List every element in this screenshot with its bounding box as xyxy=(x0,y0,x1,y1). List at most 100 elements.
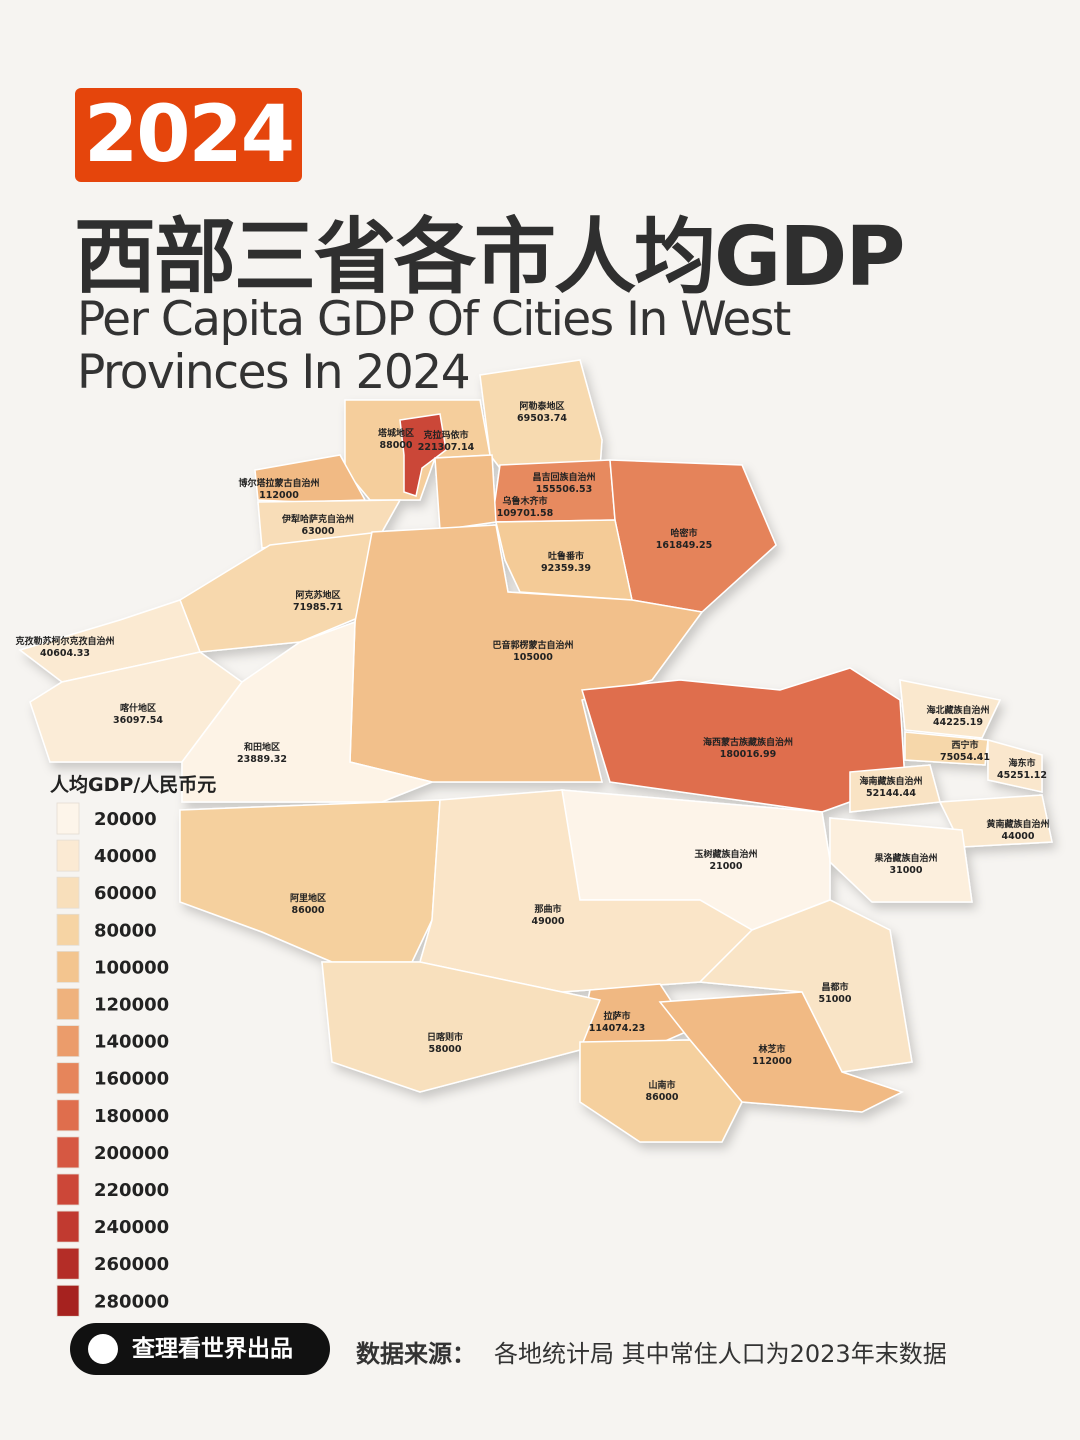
legend-swatch xyxy=(56,839,80,872)
region-value: 58000 xyxy=(428,1044,461,1055)
legend-label: 200000 xyxy=(94,1143,169,1164)
region-value: 105000 xyxy=(513,652,553,663)
region-value: 44000 xyxy=(1001,831,1034,842)
source: 数据来源： 各地统计局 其中常住人口为2023年末数据 xyxy=(356,1334,947,1369)
legend-swatch xyxy=(56,1099,80,1132)
region-value: 49000 xyxy=(531,916,564,927)
legend-label: 280000 xyxy=(94,1291,169,1312)
subtitle: Provinces In 2024 xyxy=(77,345,471,400)
region-value: 92359.39 xyxy=(541,563,591,574)
brand: 查理看世界出品 xyxy=(132,1336,293,1362)
legend-swatch xyxy=(56,1136,80,1169)
legend-swatch xyxy=(56,1247,80,1280)
region-value: 112000 xyxy=(259,490,299,501)
region-value: 69503.74 xyxy=(517,413,567,424)
region xyxy=(899,679,1002,739)
region-name: 喀什地区 xyxy=(120,702,156,714)
year-badge: 2024 xyxy=(75,88,302,182)
legend-label: 180000 xyxy=(94,1106,169,1127)
legend-label: 220000 xyxy=(94,1180,169,1201)
region-name: 阿里地区 xyxy=(290,892,326,904)
legend-swatch xyxy=(56,876,80,909)
region-value: 114074.23 xyxy=(589,1023,646,1034)
region-name: 阿克苏地区 xyxy=(295,589,340,601)
region-value: 221307.14 xyxy=(418,442,475,453)
legend-swatch xyxy=(56,988,80,1020)
region-name: 果洛藏族自治州 xyxy=(873,852,937,864)
region-name: 乌鲁木齐市 xyxy=(502,495,547,507)
region-name: 阿勒泰地区 xyxy=(519,400,564,412)
region-value: 63000 xyxy=(301,526,334,537)
region xyxy=(698,899,913,1073)
region-name: 昌吉回族自治州 xyxy=(532,471,595,483)
subtitle: Per Capita GDP Of Cities In West xyxy=(77,292,791,347)
legend-label: 240000 xyxy=(94,1217,169,1238)
legend-swatch xyxy=(56,1173,80,1206)
region-name: 海北藏族自治州 xyxy=(926,704,989,716)
region-value: 21000 xyxy=(709,861,742,872)
legend-label: 160000 xyxy=(94,1069,169,1090)
region-value: 161849.25 xyxy=(656,540,713,551)
region-name: 那曲市 xyxy=(534,903,561,915)
legend-swatch xyxy=(56,1284,80,1317)
brand-icon xyxy=(88,1334,118,1364)
legend-label: 40000 xyxy=(94,846,157,867)
region-name: 昌都市 xyxy=(821,981,848,993)
region-value: 36097.54 xyxy=(113,715,163,726)
region-value: 40604.33 xyxy=(40,648,90,659)
region-value: 86000 xyxy=(645,1092,678,1103)
region-value: 44225.19 xyxy=(933,717,983,728)
legend-label: 140000 xyxy=(94,1032,169,1053)
region-name: 黄南藏族自治州 xyxy=(986,818,1049,830)
region xyxy=(179,799,441,963)
legend-swatch xyxy=(56,913,80,946)
region-name: 玉树藏族自治州 xyxy=(694,848,757,860)
region-name: 克拉玛依市 xyxy=(423,429,468,441)
region-name: 海南藏族自治州 xyxy=(859,775,922,787)
legend: 20000 40000 60000 80000 100000 120000 140000 16… xyxy=(56,802,169,1317)
region xyxy=(829,817,973,903)
region xyxy=(181,620,435,803)
legend-swatch xyxy=(56,1025,80,1057)
region-value: 52144.44 xyxy=(866,788,916,799)
region-name: 克孜勒苏柯尔克孜自治州 xyxy=(15,635,114,647)
region-name: 巴音郭楞蒙古自治州 xyxy=(492,639,573,651)
legend-label: 80000 xyxy=(94,920,157,941)
region-value: 155506.53 xyxy=(536,484,593,495)
regions xyxy=(18,359,1053,1143)
region-value: 88000 xyxy=(379,440,412,451)
region-value: 45251.12 xyxy=(997,770,1047,781)
region-name: 林芝市 xyxy=(758,1043,785,1055)
region-name: 拉萨市 xyxy=(603,1010,630,1022)
source-text: 各地统计局 其中常住人口为2023年末数据 xyxy=(494,1340,947,1368)
legend-swatch xyxy=(56,802,80,835)
region-name: 哈密市 xyxy=(670,527,697,539)
region-value: 23889.32 xyxy=(237,754,287,765)
region-value: 180016.99 xyxy=(720,749,777,760)
region-name: 博尔塔拉蒙古自治州 xyxy=(238,477,319,489)
region-name: 伊犁哈萨克自治州 xyxy=(281,513,354,525)
region-name: 吐鲁番市 xyxy=(548,550,584,562)
legend-swatch xyxy=(56,1062,80,1095)
brand-pill: 查理看世界出品 xyxy=(70,1323,330,1375)
region-name: 西宁市 xyxy=(951,739,978,751)
legend-swatch xyxy=(56,951,80,983)
legend-label: 260000 xyxy=(94,1254,169,1275)
source-label: 数据来源： xyxy=(356,1340,476,1368)
region-value: 51000 xyxy=(818,994,851,1005)
region-name: 日喀则市 xyxy=(427,1031,463,1043)
region-name: 山南市 xyxy=(648,1079,675,1091)
region xyxy=(987,739,1043,793)
legend-title: 人均GDP/人民币元 xyxy=(50,774,217,796)
region xyxy=(399,413,447,497)
region-value: 75054.41 xyxy=(940,752,990,763)
region-value: 109701.58 xyxy=(497,508,554,519)
legend-label: 100000 xyxy=(94,957,169,978)
legend-swatch xyxy=(56,1210,80,1243)
region-value: 71985.71 xyxy=(293,602,343,613)
region xyxy=(579,1039,743,1143)
region xyxy=(581,667,906,813)
